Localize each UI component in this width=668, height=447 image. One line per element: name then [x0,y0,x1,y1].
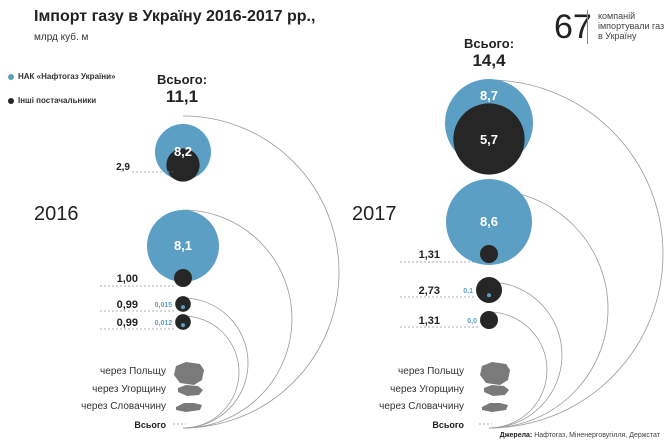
source-text: Нафтогаз, Міненерговугілля, Держстат [534,432,660,439]
value-route-naftogaz-2016-2: 0,012 [155,320,173,327]
value-route-naftogaz-2017-1: 0,1 [463,288,473,295]
chart-title: Імпорт газу в Україну 2016-2017 рр., [34,8,316,25]
total-caption-2016: Всього: [156,72,208,87]
companies-count: 67 [554,8,592,46]
bubble-route-naftogaz-2016-0 [147,210,219,282]
connector-arc-2017-2 [488,281,563,429]
route-label-2017-hungary: через Угорщину [390,384,464,395]
route-total-label-2016: Всього [134,420,166,430]
value-route-others-2017-2: 1,31 [419,315,440,327]
bubble-route-naftogaz-2017-1 [487,293,491,298]
value-total-others-2016: 2,9 [116,162,130,173]
map-slovakia-2016 [176,403,202,412]
bubble-route-others-2017-1 [476,277,502,303]
route-label-2016-slovakia: через Словаччину [81,401,166,412]
connector-arc-2016-2 [182,297,249,429]
bubble-route-others-2016-1 [175,296,191,312]
year-label-2017: 2017 [352,203,397,225]
value-route-others-2016-0: 1,00 [117,273,138,285]
route-label-2016-poland: через Польщу [100,366,166,377]
route-label-2016-hungary: через Угорщину [92,384,166,395]
bubble-total-others-2017 [453,103,525,175]
value-route-others-2017-1: 2,73 [419,285,440,297]
bubble-route-others-2016-0 [174,269,192,287]
connector-arc-2017-0 [488,79,664,429]
value-total-naftogaz-2016: 8,2 [174,144,192,159]
chart-unit: млрд куб. м [34,32,89,43]
value-route-others-2016-1: 0,99 [117,299,138,311]
bubble-route-others-2017-2 [480,311,498,329]
value-route-others-2017-0: 1,31 [419,249,440,261]
bubble-total-others-2016 [166,148,200,182]
legend-item-naftogaz: НАК «Нафтогаз України» [8,72,115,81]
source-note: Джерела: Нафтогаз, Міненерговугілля, Дер… [500,432,660,439]
route-total-label-2017: Всього [432,420,464,430]
companies-text: компаній імпортували газ в Україну [598,11,665,41]
legend-swatch-others [8,97,14,104]
value-route-others-2016-2: 0,99 [117,317,138,329]
value-total-naftogaz-2017: 8,7 [480,88,498,103]
map-poland-2016 [174,362,204,385]
map-poland-2017 [480,362,510,385]
bubble-route-naftogaz-2016-1 [181,305,185,310]
map-hungary-2016 [178,385,203,396]
bubble-route-naftogaz-2017-0 [446,179,532,265]
bubble-route-others-2017-0 [480,245,498,263]
connector-arc-2016-1 [182,209,293,429]
bubble-route-others-2016-2 [175,314,191,330]
total-caption-2017: Всього: [463,36,515,51]
total-value-2016: 11,1 [165,87,199,106]
route-label-2017-poland: через Польщу [398,366,464,377]
value-route-naftogaz-2017-2: 0,0 [467,318,477,325]
source-label: Джерела: [499,432,533,439]
map-hungary-2017 [484,385,509,396]
companies-divider [587,10,588,44]
value-route-naftogaz-2017-0: 8,6 [480,214,498,229]
value-total-others-2017: 5,7 [480,132,498,147]
year-label-2016: 2016 [34,203,79,225]
legend-label-naftogaz: НАК «Нафтогаз України» [18,72,116,81]
connector-arc-2017-1 [488,189,609,429]
connector-arc-2016-0 [182,115,340,429]
bubble-route-naftogaz-2016-2 [181,323,185,328]
route-label-2017-slovakia: через Словаччину [379,401,464,412]
legend-swatch-naftogaz [8,73,14,80]
total-value-2017: 14,4 [472,51,506,70]
legend-item-others: Інші постачальники [8,96,96,105]
connector-arc-2016-3 [182,315,240,429]
connector-arc-2017-3 [488,311,548,429]
legend-label-others: Інші постачальники [18,96,97,105]
map-slovakia-2017 [482,403,508,412]
value-route-naftogaz-2016-1: 0,015 [155,302,173,309]
value-route-naftogaz-2016-0: 8,1 [174,238,192,253]
